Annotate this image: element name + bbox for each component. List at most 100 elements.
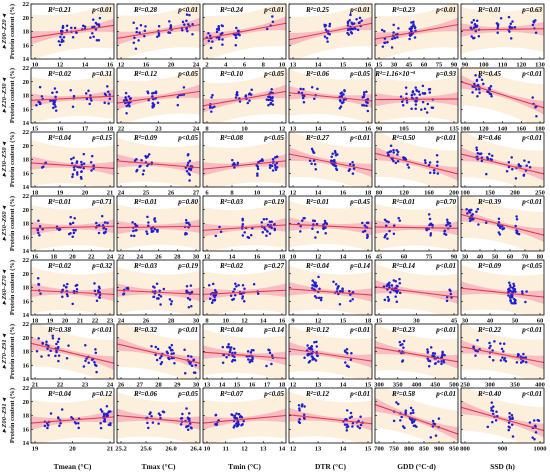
- x-tick-label: 28: [174, 254, 181, 261]
- y-axis-title: Protein content (%): [9, 4, 16, 59]
- x-tick-label: 30: [193, 382, 200, 389]
- y-tick-label: 14: [23, 120, 30, 127]
- data-point: [318, 287, 321, 291]
- fit-line: [203, 224, 286, 231]
- data-point: [265, 27, 269, 31]
- data-point: [320, 296, 323, 300]
- data-point: [267, 95, 271, 98]
- x-tick-label: 45: [406, 62, 413, 69]
- data-point: [301, 96, 305, 100]
- r-squared-label: R²=0.09: [477, 262, 502, 270]
- data-point: [428, 91, 432, 94]
- data-point: [213, 295, 216, 299]
- data-point: [133, 222, 137, 226]
- y-tick-label: 14: [23, 440, 30, 447]
- data-point: [525, 290, 528, 293]
- data-point: [517, 163, 521, 166]
- y-tick-label: 20: [23, 399, 30, 406]
- data-point: [262, 217, 266, 221]
- data-point: [333, 149, 337, 153]
- p-value-label: p<0.01: [435, 390, 456, 398]
- fit-line: [289, 348, 372, 362]
- data-point: [315, 345, 319, 348]
- data-point: [186, 29, 189, 33]
- x-tick-label: 80: [376, 190, 383, 197]
- data-point: [500, 347, 504, 351]
- data-point: [60, 38, 64, 41]
- data-point: [146, 421, 149, 425]
- data-point: [234, 416, 238, 420]
- data-point: [490, 409, 493, 412]
- data-point: [214, 422, 217, 426]
- data-point: [310, 147, 314, 151]
- data-point: [157, 24, 161, 28]
- data-point: [142, 169, 146, 172]
- x-tick-label: 45: [451, 318, 458, 325]
- data-point: [152, 105, 155, 108]
- x-tick-label: 12: [279, 190, 286, 197]
- data-point: [351, 27, 355, 31]
- data-point: [489, 344, 492, 348]
- data-point: [41, 228, 44, 231]
- fit-line: [117, 90, 200, 104]
- data-point: [155, 358, 159, 362]
- data-point: [71, 221, 75, 225]
- panel-r0-c3: 13 14 15 16 R²=0.25 p<0.01: [288, 3, 373, 69]
- data-point: [185, 407, 188, 410]
- x-tick-label: 17: [264, 382, 271, 389]
- x-tick-label: 12: [241, 318, 248, 325]
- data-point: [491, 349, 494, 352]
- data-point: [351, 421, 355, 425]
- x-tick-label: 50: [492, 254, 499, 261]
- data-point: [478, 152, 482, 156]
- data-point: [190, 355, 193, 358]
- data-point: [531, 23, 535, 27]
- data-point: [434, 434, 438, 437]
- data-point: [271, 103, 275, 106]
- x-tick-label: 22: [92, 318, 99, 325]
- p-value-label: p=0.32: [91, 262, 112, 270]
- data-point: [249, 233, 253, 237]
- data-point: [517, 353, 520, 356]
- data-point: [414, 103, 418, 106]
- data-point: [345, 429, 349, 432]
- data-point: [173, 361, 176, 365]
- data-point: [270, 354, 274, 357]
- data-point: [394, 161, 398, 165]
- data-point: [407, 166, 411, 169]
- data-point: [57, 40, 61, 43]
- data-point: [270, 87, 273, 91]
- data-point: [432, 168, 436, 172]
- data-point: [528, 165, 532, 169]
- data-point: [89, 36, 92, 39]
- data-point: [428, 359, 432, 363]
- x-tick-label: 12: [241, 446, 248, 453]
- data-point: [299, 230, 302, 233]
- data-point: [351, 172, 355, 175]
- panel-r0-c1: 12 16 20 24 R²=0.28 p<0.01: [116, 3, 201, 69]
- data-point: [188, 298, 192, 301]
- prediction-band: [289, 132, 372, 187]
- data-point: [159, 362, 163, 366]
- data-point: [338, 289, 342, 293]
- data-point: [522, 352, 525, 356]
- x-tick-label: 100: [460, 126, 470, 133]
- panel-r4-c3: 9 12 15 18 R²=0.04 p=0.14: [288, 259, 373, 325]
- data-point: [522, 360, 525, 363]
- y-tick-label: 22: [23, 129, 30, 136]
- data-point: [302, 413, 306, 416]
- data-point: [57, 359, 60, 363]
- data-point: [82, 152, 86, 156]
- data-point: [104, 228, 108, 231]
- data-point: [160, 355, 163, 358]
- data-point: [433, 422, 437, 426]
- data-point: [391, 37, 394, 41]
- data-point: [130, 234, 133, 238]
- data-point: [401, 104, 405, 107]
- data-point: [440, 362, 443, 366]
- data-point: [219, 33, 223, 36]
- data-point: [525, 164, 528, 167]
- data-point: [400, 100, 404, 104]
- x-tick-label: 21: [107, 190, 114, 197]
